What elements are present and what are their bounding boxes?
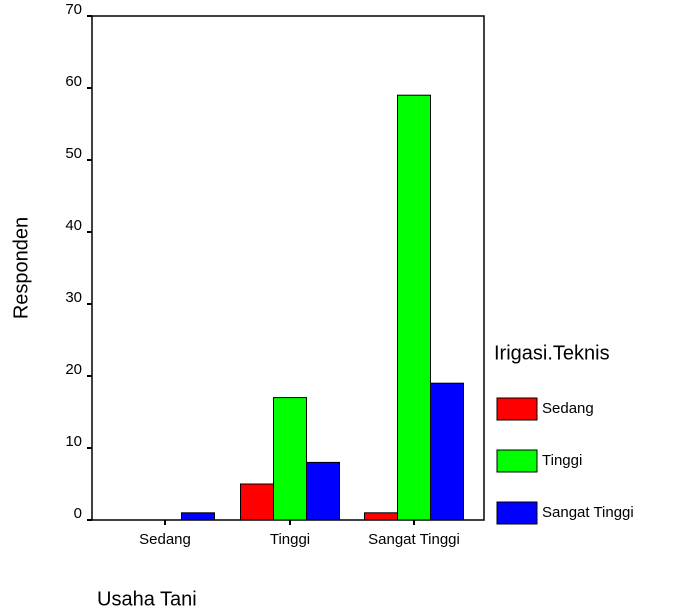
legend-label: Tinggi: [542, 452, 582, 469]
bar: [181, 512, 215, 521]
bar: [430, 382, 464, 521]
bar: [364, 512, 398, 521]
y-axis-label: Responden: [10, 217, 32, 319]
bar: [273, 397, 307, 521]
legend-swatch: [496, 501, 538, 525]
legend-title: Irigasi.Teknis: [494, 342, 610, 364]
legend-swatch: [496, 397, 538, 421]
y-tick-label: 30: [65, 289, 82, 306]
y-tick-label: 20: [65, 361, 82, 378]
y-tick-label: 0: [74, 505, 82, 522]
bar: [240, 483, 274, 521]
legend-label: Sedang: [542, 400, 594, 417]
y-tick-label: 70: [65, 1, 82, 18]
y-tick-label: 60: [65, 73, 82, 90]
y-tick-label: 10: [65, 433, 82, 450]
legend-swatch: [496, 449, 538, 473]
x-tick-label: Sedang: [139, 531, 191, 548]
bar: [397, 94, 431, 521]
bar: [306, 461, 340, 521]
y-tick-label: 50: [65, 145, 82, 162]
y-tick-label: 40: [65, 217, 82, 234]
x-tick-label: Sangat Tinggi: [368, 531, 460, 548]
x-tick-label: Tinggi: [270, 531, 310, 548]
legend-label: Sangat Tinggi: [542, 504, 634, 521]
x-axis-label: Usaha Tani: [97, 588, 197, 609]
